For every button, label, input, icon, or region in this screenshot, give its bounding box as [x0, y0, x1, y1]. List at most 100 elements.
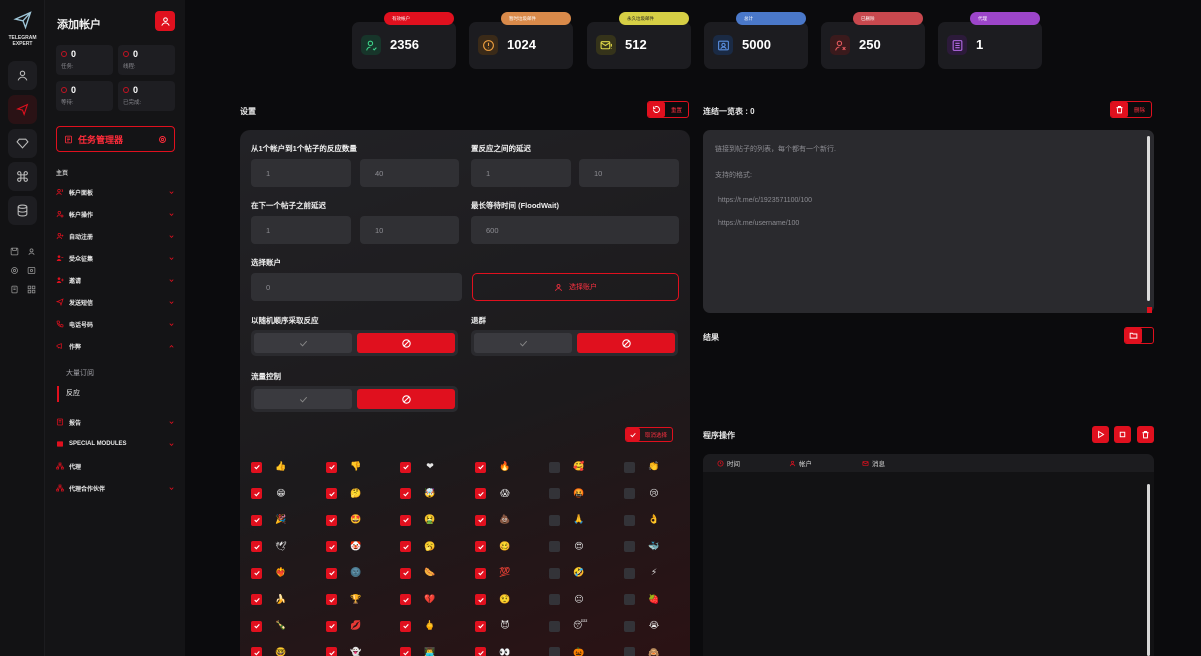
- reaction-option[interactable]: 😭: [624, 619, 664, 633]
- reaction-checkbox[interactable]: [549, 594, 560, 605]
- textarea-scrollbar[interactable]: [1147, 136, 1150, 301]
- reaction-checkbox[interactable]: [326, 567, 337, 579]
- reaction-checkbox[interactable]: [624, 488, 635, 499]
- subnav-mass-subscribe[interactable]: 大量订阅: [66, 370, 94, 377]
- log-col-account[interactable]: 帐户: [789, 458, 812, 468]
- reaction-checkbox[interactable]: [549, 620, 560, 632]
- reaction-option[interactable]: 🖕: [400, 619, 440, 633]
- reaction-option[interactable]: 🤡: [326, 540, 366, 554]
- task-manager-button[interactable]: 任务管理器: [56, 126, 175, 152]
- reaction-checkbox[interactable]: [326, 647, 337, 656]
- reaction-checkbox[interactable]: [475, 514, 486, 526]
- reaction-option[interactable]: 🤮: [400, 513, 440, 527]
- reaction-checkbox[interactable]: [251, 541, 262, 552]
- reaction-option[interactable]: 🏆: [326, 593, 366, 607]
- delete-links-button[interactable]: 删除: [1110, 101, 1153, 118]
- reaction-checkbox[interactable]: [475, 594, 486, 605]
- reaction-checkbox[interactable]: [475, 620, 486, 632]
- floodwait-input[interactable]: 600: [471, 216, 679, 244]
- reaction-checkbox[interactable]: [549, 647, 560, 656]
- reaction-checkbox[interactable]: [251, 567, 262, 579]
- links-textarea[interactable]: 链接到帖子的列表，每个都有一个新行. 支持的格式: https://t.me/c…: [703, 130, 1154, 313]
- reactions-min-input[interactable]: 1: [251, 159, 351, 187]
- post-delay-max-input[interactable]: 10: [360, 216, 459, 244]
- toggle-off-option[interactable]: [357, 389, 455, 409]
- reaction-option[interactable]: 🥴: [475, 540, 515, 554]
- reaction-checkbox[interactable]: [549, 541, 560, 552]
- reaction-checkbox[interactable]: [326, 488, 337, 499]
- reaction-option[interactable]: 🔥: [475, 460, 515, 474]
- reaction-option[interactable]: ⚡: [624, 566, 664, 580]
- reaction-option[interactable]: 🤔: [326, 487, 366, 501]
- log-col-message[interactable]: 消息: [862, 458, 885, 468]
- reaction-checkbox[interactable]: [624, 620, 635, 632]
- nav-proxy[interactable]: 代理: [56, 459, 175, 473]
- rail-accounts-button[interactable]: [8, 61, 37, 90]
- toggle-off-option[interactable]: [357, 333, 455, 353]
- reaction-checkbox[interactable]: [624, 647, 635, 656]
- reaction-option[interactable]: 👨‍💻: [400, 646, 440, 656]
- reaction-option[interactable]: 🥱: [400, 540, 440, 554]
- reaction-checkbox[interactable]: [624, 594, 635, 605]
- rail-database-button[interactable]: [8, 196, 37, 225]
- nav-audience[interactable]: 受众征集: [56, 251, 175, 265]
- reaction-checkbox[interactable]: [475, 567, 486, 579]
- reaction-checkbox[interactable]: [624, 461, 635, 473]
- reaction-option[interactable]: 😈: [475, 619, 515, 633]
- reaction-option[interactable]: 🍾: [251, 619, 291, 633]
- accounts-count-input[interactable]: 0: [251, 273, 462, 301]
- reaction-option[interactable]: 🌭: [400, 566, 440, 580]
- log-col-time[interactable]: 时间: [717, 458, 740, 468]
- reaction-checkbox[interactable]: [549, 567, 560, 579]
- reaction-option[interactable]: 😴: [549, 619, 589, 633]
- reaction-option[interactable]: 🕊: [251, 540, 291, 554]
- nav-special-modules[interactable]: SPECIAL MODULES: [56, 437, 175, 451]
- reaction-option[interactable]: 🤩: [326, 513, 366, 527]
- save-icon[interactable]: [10, 247, 19, 256]
- reaction-option[interactable]: 💋: [326, 619, 366, 633]
- reaction-checkbox[interactable]: [475, 488, 486, 499]
- reaction-checkbox[interactable]: [400, 461, 411, 473]
- reaction-checkbox[interactable]: [475, 461, 486, 473]
- reaction-delay-max-input[interactable]: 10: [579, 159, 679, 187]
- nav-phone-numbers[interactable]: 电话号码: [56, 317, 175, 331]
- start-button[interactable]: [1092, 426, 1109, 443]
- reaction-option[interactable]: 👌: [624, 513, 664, 527]
- select-accounts-button[interactable]: 选择账户: [472, 273, 679, 301]
- reaction-option[interactable]: 🤬: [549, 487, 589, 501]
- subnav-reactions[interactable]: 反应: [57, 386, 157, 402]
- reaction-option[interactable]: 🙏: [549, 513, 589, 527]
- reaction-checkbox[interactable]: [251, 514, 262, 526]
- reaction-checkbox[interactable]: [251, 647, 262, 656]
- settings-icon[interactable]: [10, 266, 19, 275]
- toggle-on-option[interactable]: [474, 333, 572, 353]
- traffic-control-toggle[interactable]: [251, 386, 458, 412]
- toggle-on-option[interactable]: [254, 389, 352, 409]
- stop-button[interactable]: [1114, 426, 1131, 443]
- open-results-button[interactable]: [1124, 327, 1154, 344]
- reaction-option[interactable]: 👍: [251, 460, 291, 474]
- reaction-option[interactable]: 🐳: [624, 540, 664, 554]
- reaction-checkbox[interactable]: [251, 488, 262, 499]
- random-order-toggle[interactable]: [251, 330, 458, 356]
- reaction-checkbox[interactable]: [400, 594, 411, 605]
- rail-diamond-button[interactable]: [8, 129, 37, 158]
- deselect-button[interactable]: 取消选择: [625, 427, 674, 442]
- toggle-off-option[interactable]: [577, 333, 675, 353]
- reaction-checkbox[interactable]: [400, 541, 411, 552]
- reaction-checkbox[interactable]: [400, 647, 411, 656]
- reaction-option[interactable]: 😍: [549, 540, 589, 554]
- reaction-checkbox[interactable]: [400, 567, 411, 579]
- grid-icon[interactable]: [27, 285, 36, 294]
- nav-proxy-partners[interactable]: 代理合作伙伴: [56, 481, 175, 495]
- reaction-option[interactable]: 😢: [624, 487, 664, 501]
- reaction-checkbox[interactable]: [400, 488, 411, 499]
- reaction-option[interactable]: 🤣: [549, 566, 589, 580]
- post-delay-min-input[interactable]: 1: [251, 216, 351, 244]
- toggle-on-option[interactable]: [254, 333, 352, 353]
- reaction-checkbox[interactable]: [475, 647, 486, 656]
- reaction-option[interactable]: 🥰: [549, 460, 589, 474]
- reaction-option[interactable]: ❤: [400, 460, 440, 474]
- reaction-option[interactable]: 🎃: [549, 646, 589, 656]
- reaction-option[interactable]: ❤‍🔥: [251, 566, 291, 580]
